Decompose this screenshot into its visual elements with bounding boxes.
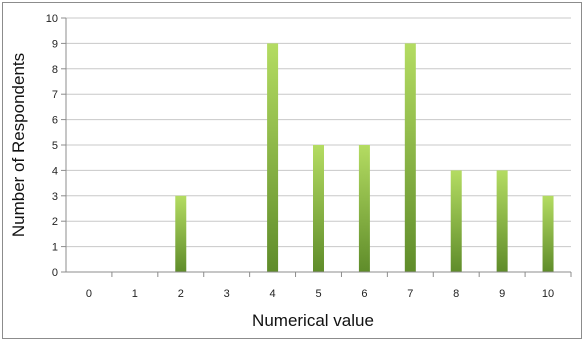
x-tick-label: 1 — [132, 288, 138, 300]
y-tick-label: 2 — [52, 216, 58, 228]
bars — [175, 43, 554, 273]
x-tick-label: 0 — [86, 288, 92, 300]
x-axis-title: Numerical value — [252, 311, 374, 330]
x-tick-label: 2 — [178, 288, 184, 300]
bar — [267, 43, 279, 273]
tick-labels: 0 1 2 3 4 5 6 7 8 9 10 0 1 2 3 4 5 6 7 8 9 10 — [46, 13, 554, 300]
y-tick-label: 10 — [46, 13, 58, 25]
x-tick-label: 7 — [407, 288, 413, 300]
y-tick-label: 6 — [52, 115, 58, 127]
y-tick-label: 3 — [52, 191, 58, 203]
x-tick-label: 6 — [361, 288, 367, 300]
x-tick-label: 4 — [270, 288, 276, 300]
bar — [542, 195, 554, 272]
axes — [61, 17, 572, 277]
x-tick-label: 8 — [453, 288, 459, 300]
bar — [358, 145, 370, 272]
bar — [404, 43, 416, 273]
y-tick-label: 7 — [52, 89, 58, 101]
y-tick-label: 1 — [52, 242, 58, 254]
x-tick-label: 5 — [315, 288, 321, 300]
gridlines — [66, 17, 571, 248]
bar — [496, 170, 508, 272]
bar — [175, 195, 187, 272]
bar — [450, 170, 462, 272]
y-tick-label: 0 — [52, 267, 58, 279]
x-tick-label: 10 — [542, 288, 554, 300]
y-tick-label: 5 — [52, 140, 58, 152]
x-tick-label: 9 — [499, 288, 505, 300]
y-tick-label: 9 — [52, 38, 58, 50]
bar — [313, 145, 324, 272]
x-tick-label: 3 — [224, 288, 230, 300]
y-tick-label: 4 — [52, 165, 58, 177]
y-axis-title: Number of Respondents — [9, 53, 28, 237]
y-tick-label: 8 — [52, 64, 58, 76]
